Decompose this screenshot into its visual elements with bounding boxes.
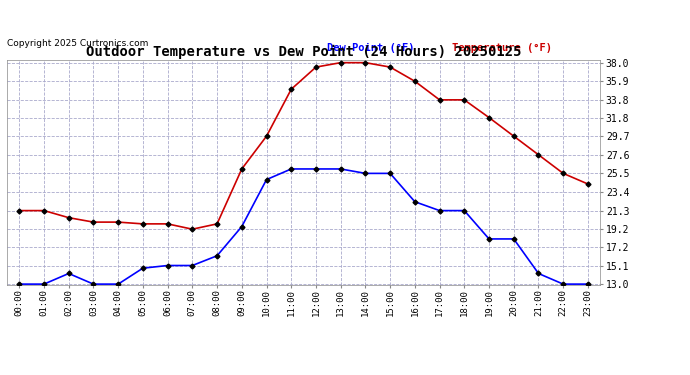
Title: Outdoor Temperature vs Dew Point (24 Hours) 20250125: Outdoor Temperature vs Dew Point (24 Hou… — [86, 45, 522, 59]
Text: Temperature (°F): Temperature (°F) — [452, 43, 552, 53]
Text: Copyright 2025 Curtronics.com: Copyright 2025 Curtronics.com — [7, 39, 148, 48]
Text: Dew Point (°F): Dew Point (°F) — [327, 43, 415, 53]
